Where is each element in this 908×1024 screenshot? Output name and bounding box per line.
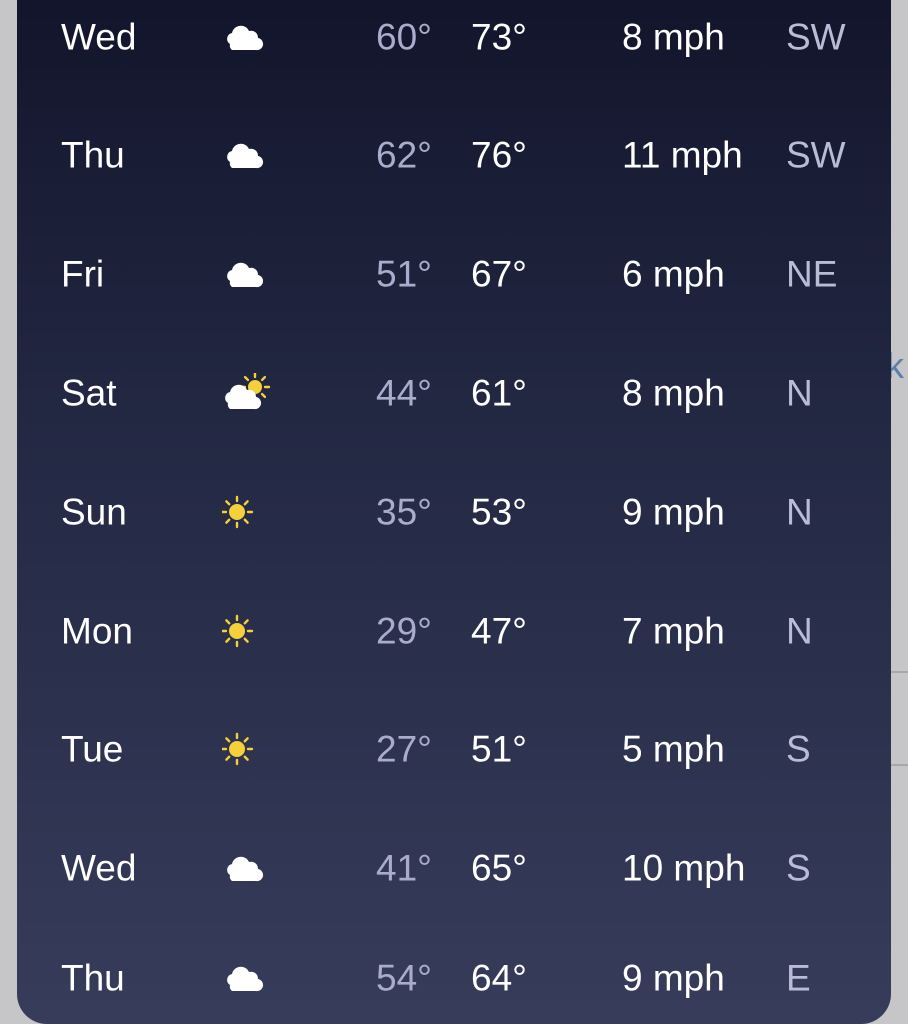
divider <box>891 671 908 673</box>
forecast-panel: Wed 60° 73° 8 mph SW Thu 62° 76° 11 mph S… <box>17 0 891 1024</box>
wind-direction: N <box>786 372 813 414</box>
low-temp: 29° <box>376 610 432 652</box>
high-temp: 47° <box>471 610 527 652</box>
wind-speed: 7 mph <box>622 610 725 652</box>
wind-direction: S <box>786 728 811 770</box>
high-temp: 65° <box>471 847 527 889</box>
forecast-row: Thu 54° 64° 9 mph E <box>17 948 891 1008</box>
day-label: Thu <box>61 957 125 999</box>
high-temp: 51° <box>471 728 527 770</box>
low-temp: 44° <box>376 372 432 414</box>
day-label: Thu <box>61 134 125 176</box>
high-temp: 73° <box>471 16 527 58</box>
high-temp: 53° <box>471 491 527 533</box>
wind-speed: 6 mph <box>622 253 725 295</box>
cloud-icon <box>222 17 272 57</box>
forecast-row: Wed 60° 73° 8 mph SW <box>17 7 891 67</box>
day-label: Sun <box>61 491 127 533</box>
day-label: Sat <box>61 372 117 414</box>
wind-speed: 8 mph <box>622 372 725 414</box>
sun-icon <box>222 729 272 769</box>
wind-direction: SW <box>786 16 846 58</box>
wind-direction: S <box>786 847 811 889</box>
cloud-icon <box>222 135 272 175</box>
forecast-row: Fri 51° 67° 6 mph NE <box>17 244 891 304</box>
sun-icon <box>222 611 272 651</box>
high-temp: 76° <box>471 134 527 176</box>
wind-speed: 10 mph <box>622 847 746 889</box>
day-label: Mon <box>61 610 133 652</box>
wind-speed: 9 mph <box>622 957 725 999</box>
divider <box>891 764 908 766</box>
forecast-row: Tue 27° 51° 5 mph S <box>17 719 891 779</box>
day-label: Wed <box>61 16 137 58</box>
wind-direction: N <box>786 491 813 533</box>
cloud-icon <box>222 254 272 294</box>
low-temp: 41° <box>376 847 432 889</box>
wind-speed: 11 mph <box>622 134 743 176</box>
wind-direction: SW <box>786 134 846 176</box>
day-label: Tue <box>61 728 124 770</box>
cloud-icon <box>222 848 272 888</box>
high-temp: 67° <box>471 253 527 295</box>
high-temp: 61° <box>471 372 527 414</box>
wind-direction: NE <box>786 253 838 295</box>
partly-cloudy-icon <box>222 373 272 413</box>
low-temp: 60° <box>376 16 432 58</box>
sun-icon <box>222 492 272 532</box>
wind-direction: E <box>786 957 811 999</box>
wind-speed: 8 mph <box>622 16 725 58</box>
cloud-icon <box>222 958 272 998</box>
wind-speed: 5 mph <box>622 728 725 770</box>
forecast-row: Mon 29° 47° 7 mph N <box>17 601 891 661</box>
wind-speed: 9 mph <box>622 491 725 533</box>
wind-direction: N <box>786 610 813 652</box>
low-temp: 51° <box>376 253 432 295</box>
forecast-row: Wed 41° 65° 10 mph S <box>17 838 891 898</box>
day-label: Wed <box>61 847 137 889</box>
forecast-row: Sat 44° 61° 8 mph N <box>17 363 891 423</box>
low-temp: 54° <box>376 957 432 999</box>
low-temp: 27° <box>376 728 432 770</box>
low-temp: 62° <box>376 134 432 176</box>
low-temp: 35° <box>376 491 432 533</box>
forecast-row: Thu 62° 76° 11 mph SW <box>17 125 891 185</box>
day-label: Fri <box>61 253 105 295</box>
forecast-row: Sun 35° 53° 9 mph N <box>17 482 891 542</box>
high-temp: 64° <box>471 957 527 999</box>
